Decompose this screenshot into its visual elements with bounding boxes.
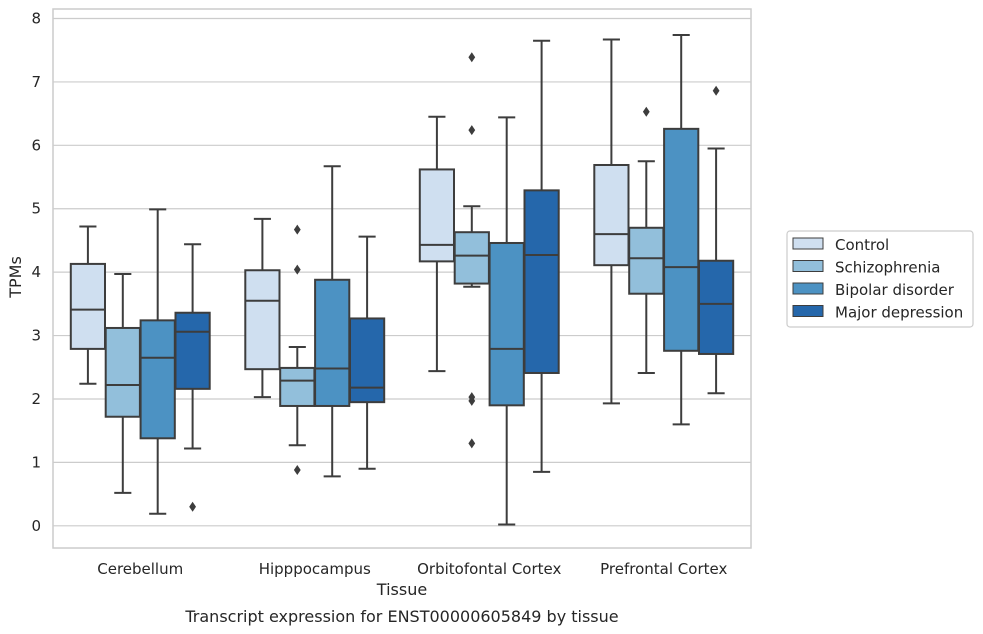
- box-iqr: [453, 231, 490, 285]
- y-tick-label: 0: [31, 517, 41, 535]
- box-group: [418, 115, 456, 373]
- box-iqr: [314, 278, 351, 407]
- y-tick-label: 1: [31, 453, 41, 471]
- y-axis-label: TPMs: [6, 256, 25, 299]
- y-tick-label: 6: [31, 136, 41, 154]
- box-iqr: [628, 226, 665, 295]
- outlier-point: [293, 224, 301, 235]
- legend-label: Control: [835, 236, 889, 254]
- x-tick-label: Cerebellum: [97, 560, 183, 578]
- x-tick-labels: Cerebellum Hipppocampus Orbitofontal Corte…: [97, 560, 727, 578]
- legend-swatch: [792, 305, 824, 317]
- legend-swatch: [792, 282, 824, 295]
- legend-swatch: [792, 237, 824, 250]
- legend-label: Bipolar disorder: [835, 281, 955, 299]
- box-group: [593, 38, 630, 405]
- box-iqr: [104, 326, 141, 418]
- y-tick-label: 7: [31, 73, 41, 91]
- y-tick-label: 2: [31, 390, 41, 408]
- outlier-point: [293, 264, 301, 275]
- y-tick-label: 3: [31, 327, 41, 345]
- box-group: [663, 33, 700, 426]
- box-group: [628, 106, 665, 374]
- box-iqr: [418, 168, 456, 263]
- outlier-point: [468, 438, 476, 449]
- x-tick-label: Orbitofontal Cortex: [417, 560, 561, 578]
- box-group: [314, 165, 351, 478]
- box-group: [139, 208, 176, 515]
- legend: Control Schizophrenia Bipolar disorder Majo…: [786, 230, 974, 328]
- box-iqr: [523, 189, 560, 374]
- box-iqr: [69, 262, 107, 350]
- outlier-point: [468, 52, 476, 63]
- figure-caption: Transcript expression for ENST0000060584…: [184, 607, 618, 626]
- box-iqr: [139, 319, 176, 440]
- box-iqr: [593, 163, 630, 267]
- outlier-point: [189, 501, 196, 512]
- legend-label: Schizophrenia: [835, 259, 940, 277]
- x-axis-label: Tissue: [376, 580, 427, 599]
- plot-area-border: [52, 8, 752, 549]
- box-iqr: [348, 317, 386, 404]
- plot-frame: [52, 8, 752, 549]
- box-group: [69, 225, 107, 385]
- legend-label: Major depression: [835, 304, 963, 322]
- x-tick-label: Hipppocampus: [259, 560, 371, 578]
- x-tick-label: Prefrontal Cortex: [600, 560, 727, 578]
- box-group: [174, 243, 211, 512]
- y-tick-label: 8: [31, 10, 41, 28]
- y-tick-label: 4: [31, 263, 41, 281]
- box-group: [453, 52, 490, 449]
- outlier-point: [712, 85, 720, 96]
- box-group: [348, 235, 386, 470]
- box-iqr: [279, 366, 316, 407]
- outlier-point: [468, 392, 476, 403]
- y-tick-labels: 0 1 2 3 4 5 6 7 8: [31, 10, 41, 535]
- legend-swatch: [792, 260, 824, 272]
- box-group: [697, 85, 735, 395]
- box-group: [488, 116, 525, 526]
- box-layer: [69, 33, 735, 526]
- y-tick-label: 5: [31, 200, 41, 218]
- outlier-point: [642, 106, 650, 117]
- box-iqr: [488, 241, 525, 407]
- outlier-point: [468, 125, 476, 136]
- box-group: [104, 273, 141, 494]
- legend-box: [786, 230, 974, 328]
- box-group: [279, 224, 316, 476]
- box-iqr: [244, 269, 281, 371]
- box-iqr: [697, 259, 735, 355]
- box-iqr: [174, 311, 211, 390]
- box-group: [523, 39, 560, 473]
- box-group: [244, 217, 281, 399]
- box-iqr: [663, 127, 700, 352]
- outlier-point: [293, 465, 301, 476]
